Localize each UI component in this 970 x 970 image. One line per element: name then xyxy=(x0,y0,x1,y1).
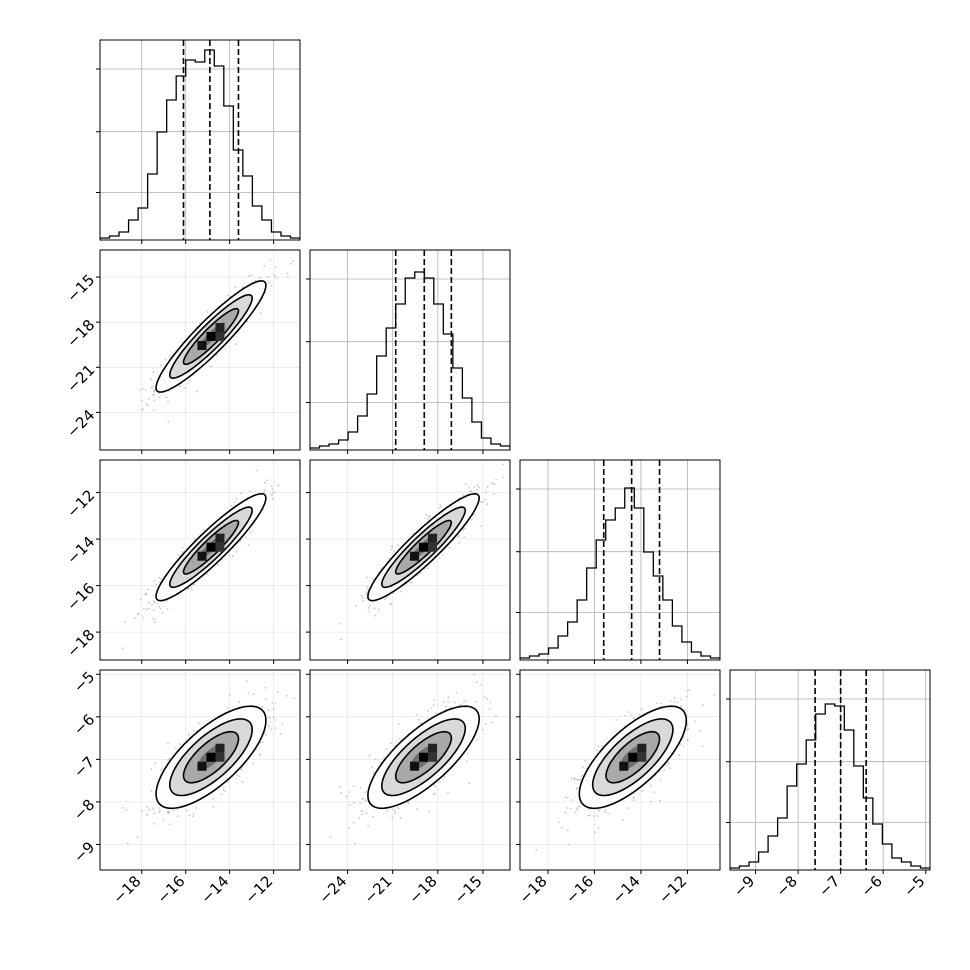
y-tick-label-1-1: −21 xyxy=(63,361,98,396)
y-tick-label-2-2: −14 xyxy=(63,533,98,568)
density-peak xyxy=(197,743,225,771)
x-tick-label-0-2: −14 xyxy=(197,872,232,907)
density-peak xyxy=(410,533,438,561)
y-tick-label-3-0: −9 xyxy=(70,838,98,866)
x-tick-label-3-0: −9 xyxy=(730,872,758,900)
y-tick-label-2-0: −18 xyxy=(63,626,98,661)
x-tick-label-3-3: −6 xyxy=(858,872,886,900)
x-tick-label-1-1: −21 xyxy=(360,872,395,907)
x-tick-label-3-2: −7 xyxy=(815,872,843,900)
y-tick-label-3-1: −8 xyxy=(70,796,98,824)
panel-frame xyxy=(309,459,511,661)
y-tick-label-1-3: −15 xyxy=(63,271,98,306)
y-tick-label-3-2: −7 xyxy=(70,753,98,781)
panel-frame xyxy=(729,669,931,871)
y-tick-label-3-3: −6 xyxy=(70,710,98,738)
histogram-panel-1 xyxy=(306,249,511,454)
x-tick-label-3-4: −5 xyxy=(900,872,928,900)
scatter-panel-3-1: −24 −21 −18 −15 xyxy=(306,669,511,907)
x-tick-label-2-3: −12 xyxy=(655,872,690,907)
panel-frame xyxy=(99,249,301,451)
y-tick-label-1-0: −24 xyxy=(63,406,98,441)
scatter-panel-3-2: −18 −16 −14 −12 xyxy=(516,669,721,907)
histogram-panel-2 xyxy=(516,459,721,664)
scatter-panel-2-1 xyxy=(306,459,511,664)
histogram-step-line xyxy=(730,703,930,870)
x-tick-label-1-0: −24 xyxy=(315,872,350,907)
y-tick-label-2-1: −16 xyxy=(63,579,98,614)
panel-frame xyxy=(309,249,511,451)
scatter-panel-2-0: −18 −16 −14 −12 xyxy=(63,459,301,664)
x-tick-label-1-3: −15 xyxy=(451,872,486,907)
panel-frame xyxy=(309,669,511,871)
x-tick-label-2-2: −14 xyxy=(609,872,644,907)
x-tick-label-1-2: −18 xyxy=(406,872,441,907)
panel-frame xyxy=(519,669,721,871)
histogram-step-line xyxy=(310,271,510,450)
density-peak xyxy=(197,322,225,350)
x-tick-label-2-0: −18 xyxy=(516,872,551,907)
x-tick-label-0-3: −12 xyxy=(241,872,276,907)
histogram-step-line xyxy=(100,49,300,240)
scatter-panel-1-0: −24 −21 −18 −15 xyxy=(63,249,301,454)
density-peak xyxy=(410,743,438,771)
y-tick-label-1-2: −18 xyxy=(63,316,98,351)
panel-frame xyxy=(99,669,301,871)
y-tick-label-3-4: −5 xyxy=(70,668,98,696)
x-tick-label-3-1: −8 xyxy=(773,872,801,900)
scatter-panel-3-0: −9 −8 −7 −6 −5 −18 −16 −14 −12 xyxy=(70,668,301,907)
histogram-panel-3: −9 −8 −7 −6 −5 xyxy=(726,669,931,900)
panel-frame xyxy=(99,459,301,661)
density-peak xyxy=(197,533,225,561)
x-tick-label-0-0: −18 xyxy=(109,872,144,907)
density-peak xyxy=(619,743,647,771)
panel-frame xyxy=(99,39,301,241)
histogram-step-line xyxy=(520,487,720,660)
histogram-panel-0 xyxy=(96,39,301,244)
x-tick-label-0-1: −16 xyxy=(153,872,188,907)
x-tick-label-2-1: −16 xyxy=(562,872,597,907)
panel-frame xyxy=(519,459,721,661)
y-tick-label-2-3: −12 xyxy=(63,486,98,521)
